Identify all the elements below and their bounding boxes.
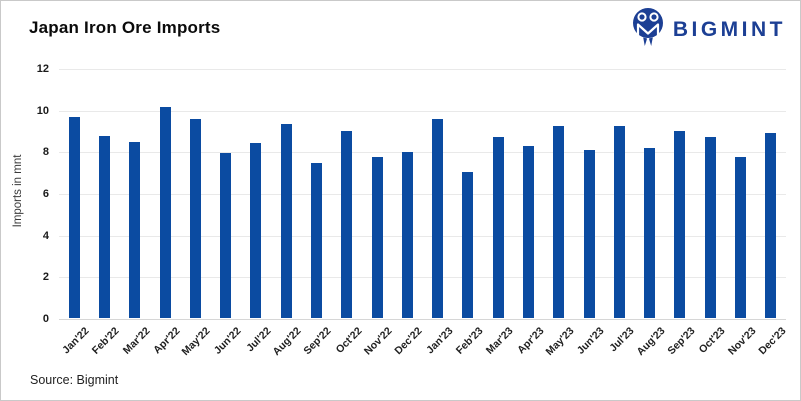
bigmint-logo-icon xyxy=(630,6,666,53)
x-axis-baseline xyxy=(59,319,786,320)
bar-Sep'23 xyxy=(674,130,686,318)
gridline xyxy=(59,194,786,195)
bar-Feb'23 xyxy=(462,172,474,318)
gridline xyxy=(59,235,786,237)
plot-area: 0 2 4 6 8 10 12 Jan'22 Feb'22 Mar'22 Apr'22 May'22 J… xyxy=(37,63,789,358)
bar-Jul'23 xyxy=(613,126,625,318)
bar-Mar'22 xyxy=(129,141,141,318)
bar-Mar'23 xyxy=(492,136,504,318)
y-tick-label: 4 xyxy=(42,229,49,242)
bar-Sep'22 xyxy=(310,162,322,318)
bar-Aug'23 xyxy=(644,148,656,318)
gridline xyxy=(59,110,786,112)
bar-Oct'23 xyxy=(704,136,716,318)
bar-Nov'22 xyxy=(371,156,383,318)
y-tick-label: 2 xyxy=(42,271,49,284)
bar-Nov'23 xyxy=(735,156,747,318)
bar-May'22 xyxy=(189,119,201,318)
bar-Apr'23 xyxy=(523,146,535,318)
page-title: Japan Iron Ore Imports xyxy=(29,18,221,37)
source-note: Source: Bigmint xyxy=(30,373,119,387)
gridline xyxy=(59,69,786,70)
bar-Jan'22 xyxy=(68,116,80,318)
bar-Oct'22 xyxy=(341,130,353,318)
bigmint-logo: BIGMINT xyxy=(630,6,786,53)
y-tick-label: 8 xyxy=(42,146,49,159)
bar-Jul'22 xyxy=(250,143,262,318)
bar-Dec'22 xyxy=(401,152,413,318)
y-tick-label: 0 xyxy=(42,313,49,325)
bar-Dec'23 xyxy=(765,132,777,318)
bar-May'23 xyxy=(553,126,565,318)
y-tick-label: 12 xyxy=(36,63,49,75)
y-tick-label: 6 xyxy=(42,188,49,200)
bar-Feb'22 xyxy=(98,135,110,318)
bar-Jun'22 xyxy=(220,153,232,318)
gridline xyxy=(59,277,786,279)
bigmint-logo-text: BIGMINT xyxy=(672,17,786,41)
bar-Jun'23 xyxy=(583,150,595,318)
gridline xyxy=(59,152,786,154)
bar-Aug'22 xyxy=(280,124,292,318)
bar-Apr'22 xyxy=(159,106,171,318)
y-tick-label: 10 xyxy=(36,104,49,117)
bar-Jan'23 xyxy=(432,119,444,318)
